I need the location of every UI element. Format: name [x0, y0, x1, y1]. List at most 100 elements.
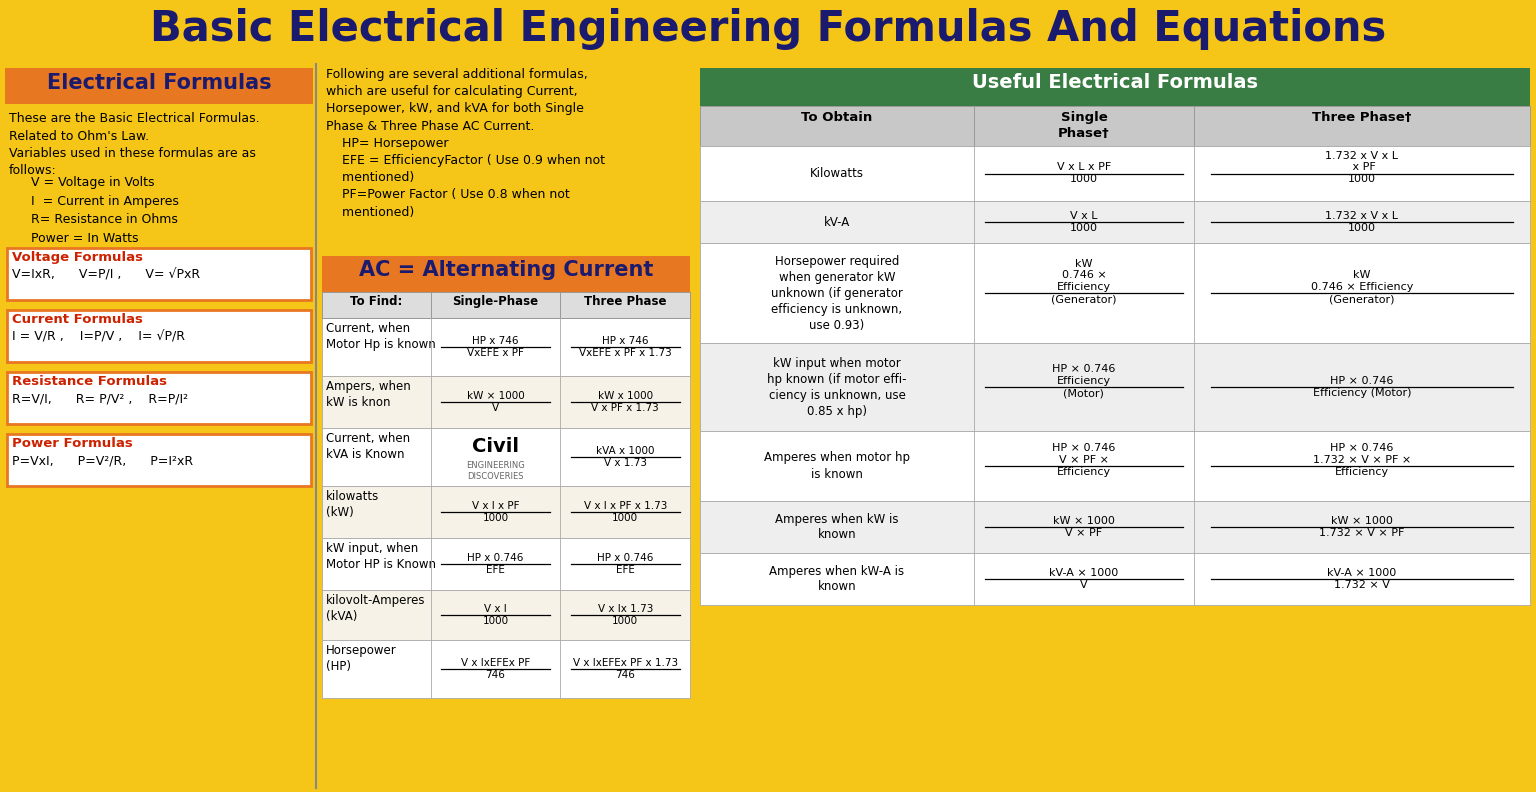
- Text: kW × 1000: kW × 1000: [1332, 516, 1393, 526]
- Text: 1.732 x V x L
 x PF: 1.732 x V x L x PF: [1326, 151, 1398, 173]
- Bar: [323, 428, 690, 486]
- Text: Following are several additional formulas,
which are useful for calculating Curr: Following are several additional formula…: [326, 68, 605, 219]
- Text: kW input when motor
hp known (if motor effi-
ciency is unknown, use
0.85 x hp): kW input when motor hp known (if motor e…: [766, 356, 906, 417]
- Text: V x L x PF: V x L x PF: [1057, 162, 1111, 173]
- Text: ENGINEERING
DISCOVERIES: ENGINEERING DISCOVERIES: [465, 461, 525, 481]
- Bar: [700, 243, 1530, 343]
- Text: 1.732 × V: 1.732 × V: [1333, 580, 1390, 590]
- Text: 1000: 1000: [482, 616, 508, 626]
- Text: 1000: 1000: [613, 616, 639, 626]
- Text: 746: 746: [616, 670, 636, 680]
- Text: Current Formulas: Current Formulas: [12, 313, 143, 326]
- Text: HP × 0.746
1.732 × V × PF ×: HP × 0.746 1.732 × V × PF ×: [1313, 444, 1412, 465]
- Text: Basic Electrical Engineering Formulas And Equations: Basic Electrical Engineering Formulas An…: [151, 8, 1385, 50]
- Text: Amperes when kW is
known: Amperes when kW is known: [776, 512, 899, 542]
- Text: To Find:: To Find:: [350, 295, 402, 308]
- Text: R=V/I,      R= P/V² ,    R=P/I²: R=V/I, R= P/V² , R=P/I²: [12, 392, 187, 405]
- Text: 1.732 × V × PF: 1.732 × V × PF: [1319, 528, 1404, 538]
- Text: Amperes when motor hp
is known: Amperes when motor hp is known: [763, 451, 909, 481]
- Bar: [700, 106, 1530, 146]
- Text: To Obtain: To Obtain: [802, 111, 872, 124]
- Bar: [323, 640, 690, 698]
- Text: I = V/R ,    I=P/V ,    I= √P/R: I = V/R , I=P/V , I= √P/R: [12, 330, 184, 343]
- Text: V=IxR,      V=P/I ,      V= √PxR: V=IxR, V=P/I , V= √PxR: [12, 268, 200, 281]
- Text: kV-A: kV-A: [823, 215, 849, 229]
- Text: EFE: EFE: [616, 565, 634, 575]
- Bar: [700, 553, 1530, 605]
- Text: Three Phase†: Three Phase†: [1312, 111, 1412, 124]
- Text: V x L: V x L: [1071, 211, 1098, 221]
- Text: Efficiency (Motor): Efficiency (Motor): [1313, 388, 1412, 398]
- Text: HP x 0.746: HP x 0.746: [467, 553, 524, 563]
- Text: Kilowatts: Kilowatts: [809, 167, 863, 180]
- Text: These are the Basic Electrical Formulas.
Related to Ohm's Law.
Variables used in: These are the Basic Electrical Formulas.…: [9, 112, 260, 177]
- Text: V: V: [1080, 580, 1087, 590]
- Text: Horsepower required
when generator kW
unknown (if generator
efficiency is unknow: Horsepower required when generator kW un…: [771, 254, 903, 332]
- Text: Ampers, when
kW is knon: Ampers, when kW is knon: [326, 380, 410, 409]
- Text: kVA x 1000: kVA x 1000: [596, 446, 654, 456]
- Bar: [5, 68, 313, 104]
- Text: Voltage Formulas: Voltage Formulas: [12, 251, 143, 264]
- Text: 1000: 1000: [1349, 223, 1376, 233]
- Text: V × PF: V × PF: [1066, 528, 1103, 538]
- Text: VxEFE x PF: VxEFE x PF: [467, 348, 524, 358]
- Text: 1000: 1000: [1349, 174, 1376, 185]
- Text: V x I: V x I: [484, 604, 507, 614]
- Text: kW × 1000: kW × 1000: [1054, 516, 1115, 526]
- Text: V x Ix 1.73: V x Ix 1.73: [598, 604, 653, 614]
- Text: HP x 746: HP x 746: [602, 336, 648, 346]
- Bar: [323, 256, 690, 292]
- Text: kW
0.746 × Efficiency: kW 0.746 × Efficiency: [1310, 270, 1413, 292]
- Text: Horsepower
(HP): Horsepower (HP): [326, 644, 396, 673]
- Text: (Motor): (Motor): [1063, 388, 1104, 398]
- Text: V x PF x 1.73: V x PF x 1.73: [591, 403, 659, 413]
- Bar: [323, 486, 690, 538]
- Text: HP × 0.746
V × PF ×: HP × 0.746 V × PF ×: [1052, 444, 1115, 465]
- Text: VxEFE x PF x 1.73: VxEFE x PF x 1.73: [579, 348, 671, 358]
- Bar: [700, 68, 1530, 106]
- Bar: [0, 0, 1536, 62]
- Bar: [8, 248, 310, 300]
- Text: V x I x PF x 1.73: V x I x PF x 1.73: [584, 501, 667, 511]
- Text: kV-A × 1000: kV-A × 1000: [1327, 568, 1396, 578]
- Text: kilovolt-Amperes
(kVA): kilovolt-Amperes (kVA): [326, 594, 425, 623]
- Text: P=VxI,      P=V²/R,      P=I²xR: P=VxI, P=V²/R, P=I²xR: [12, 454, 194, 467]
- Bar: [700, 146, 1530, 201]
- Bar: [8, 372, 310, 424]
- Text: HP x 746: HP x 746: [472, 336, 519, 346]
- Text: 1000: 1000: [482, 513, 508, 523]
- Bar: [323, 538, 690, 590]
- Text: HP × 0.746
Efficiency: HP × 0.746 Efficiency: [1052, 364, 1115, 386]
- Text: Single
Phase†: Single Phase†: [1058, 111, 1109, 140]
- Text: Civil: Civil: [472, 437, 519, 456]
- Text: HP × 0.746: HP × 0.746: [1330, 376, 1393, 386]
- Text: Three Phase: Three Phase: [584, 295, 667, 308]
- Text: AC = Alternating Current: AC = Alternating Current: [359, 260, 653, 280]
- Text: V = Voltage in Volts
    I  = Current in Amperes
    R= Resistance in Ohms
    P: V = Voltage in Volts I = Current in Ampe…: [15, 176, 178, 245]
- Text: kV-A × 1000: kV-A × 1000: [1049, 568, 1118, 578]
- Text: (Generator): (Generator): [1051, 294, 1117, 304]
- Text: HP x 0.746: HP x 0.746: [598, 553, 653, 563]
- Text: 1000: 1000: [1071, 223, 1098, 233]
- Text: kW x 1000: kW x 1000: [598, 391, 653, 401]
- Text: Efficiency: Efficiency: [1057, 467, 1111, 477]
- Bar: [323, 292, 690, 318]
- Text: kilowatts
(kW): kilowatts (kW): [326, 490, 379, 519]
- Text: V x I x PF: V x I x PF: [472, 501, 519, 511]
- Text: Useful Electrical Formulas: Useful Electrical Formulas: [972, 73, 1258, 92]
- Text: V x IxEFEx PF x 1.73: V x IxEFEx PF x 1.73: [573, 658, 677, 668]
- Text: 746: 746: [485, 670, 505, 680]
- Text: 1.732 x V x L: 1.732 x V x L: [1326, 211, 1398, 221]
- Text: kW
0.746 ×
Efficiency: kW 0.746 × Efficiency: [1057, 259, 1111, 292]
- Text: Resistance Formulas: Resistance Formulas: [12, 375, 167, 388]
- Text: Power Formulas: Power Formulas: [12, 437, 132, 450]
- Text: EFE: EFE: [485, 565, 505, 575]
- Bar: [323, 590, 690, 640]
- Bar: [700, 343, 1530, 431]
- Text: Efficiency: Efficiency: [1335, 467, 1389, 477]
- Bar: [700, 431, 1530, 501]
- Bar: [323, 376, 690, 428]
- Bar: [323, 318, 690, 376]
- Bar: [323, 292, 690, 318]
- Bar: [700, 501, 1530, 553]
